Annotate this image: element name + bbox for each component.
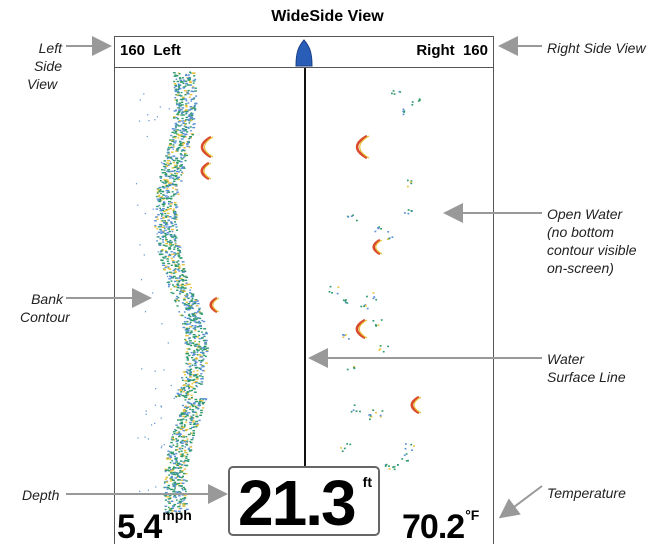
- arrow-temperature: [502, 486, 542, 516]
